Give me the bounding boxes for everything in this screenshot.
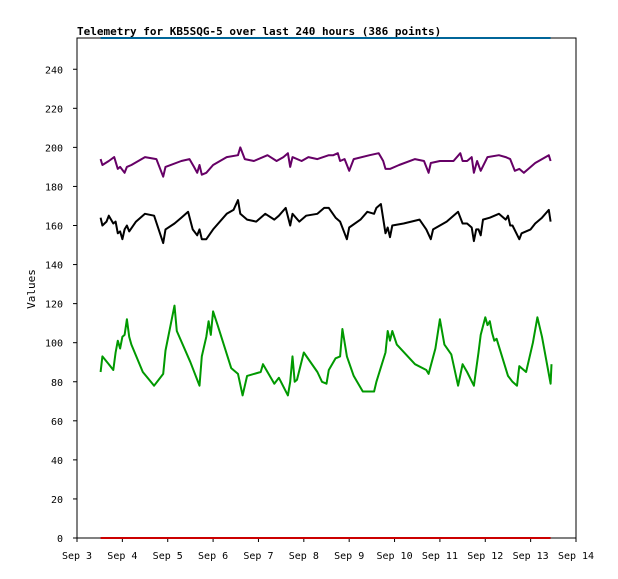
y-tick-label: 200: [45, 143, 63, 154]
x-tick-label: Sep 4: [107, 551, 137, 562]
y-tick-label: 120: [45, 300, 63, 311]
series-line-3: [99, 199, 552, 245]
series-line-4: [99, 304, 553, 397]
y-tick-label: 20: [51, 495, 63, 506]
y-tick-label: 60: [51, 417, 63, 428]
x-tick-label: Sep 12: [467, 551, 503, 562]
y-tick-label: 140: [45, 261, 63, 272]
y-tick-label: 180: [45, 182, 63, 193]
x-tick-label: Sep 13: [513, 551, 549, 562]
x-tick-label: Sep 3: [62, 551, 92, 562]
y-tick-label: 40: [51, 456, 63, 467]
x-tick-label: Sep 9: [334, 551, 364, 562]
x-tick-label: Sep 10: [376, 551, 412, 562]
x-tick-label: Sep 11: [422, 551, 458, 562]
series-group: [99, 37, 553, 539]
y-tick-label: 220: [45, 104, 63, 115]
y-tick-label: 80: [51, 378, 63, 389]
y-tick-label: 0: [57, 534, 63, 545]
x-tick-label: Sep 7: [243, 551, 273, 562]
y-axis-label: Values: [25, 269, 38, 309]
chart-title: Telemetry for KB5SQG-5 over last 240 hou…: [77, 25, 441, 38]
y-tick-label: 240: [45, 65, 63, 76]
series-line-2: [99, 146, 552, 178]
y-tick-label: 100: [45, 339, 63, 350]
y-tick-label: 160: [45, 222, 63, 233]
y-axis: 0 20 40 60 80 100 120 140 160 180 200 220 240: [45, 65, 77, 545]
x-tick-label: Sep 14: [558, 551, 594, 562]
x-axis: Sep 3 Sep 4 Sep 5 Sep 6 Sep 7 Sep 8 Sep 9 Sep 1…: [62, 538, 594, 562]
x-tick-label: Sep 8: [289, 551, 319, 562]
plot-frame: [76, 37, 577, 539]
x-tick-label: Sep 5: [153, 551, 183, 562]
x-tick-label: Sep 6: [198, 551, 228, 562]
